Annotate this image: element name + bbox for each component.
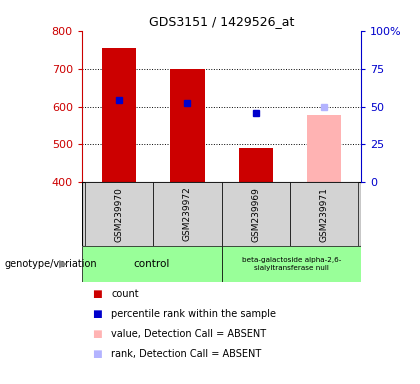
Bar — [239, 148, 273, 182]
Text: rank, Detection Call = ABSENT: rank, Detection Call = ABSENT — [111, 349, 262, 359]
Text: GSM239970: GSM239970 — [115, 187, 124, 242]
Bar — [153, 182, 222, 246]
Text: GSM239971: GSM239971 — [319, 187, 328, 242]
Text: count: count — [111, 289, 139, 299]
Bar — [171, 69, 205, 182]
Bar — [290, 182, 358, 246]
Text: genotype/variation: genotype/variation — [4, 259, 97, 269]
Bar — [222, 246, 361, 282]
Text: ■: ■ — [92, 329, 102, 339]
Bar — [307, 115, 341, 182]
Text: ■: ■ — [92, 289, 102, 299]
Bar — [85, 182, 153, 246]
Text: GSM239972: GSM239972 — [183, 187, 192, 242]
Text: control: control — [134, 259, 170, 269]
Bar — [222, 182, 290, 246]
Text: value, Detection Call = ABSENT: value, Detection Call = ABSENT — [111, 329, 266, 339]
Text: beta-galactoside alpha-2,6-
sialyltransferase null: beta-galactoside alpha-2,6- sialyltransf… — [241, 257, 341, 271]
Bar — [82, 246, 222, 282]
Text: ■: ■ — [92, 349, 102, 359]
Title: GDS3151 / 1429526_at: GDS3151 / 1429526_at — [149, 15, 294, 28]
Text: ▶: ▶ — [59, 259, 67, 269]
Text: percentile rank within the sample: percentile rank within the sample — [111, 309, 276, 319]
Text: GSM239969: GSM239969 — [251, 187, 260, 242]
Text: ■: ■ — [92, 309, 102, 319]
Bar — [102, 48, 136, 182]
